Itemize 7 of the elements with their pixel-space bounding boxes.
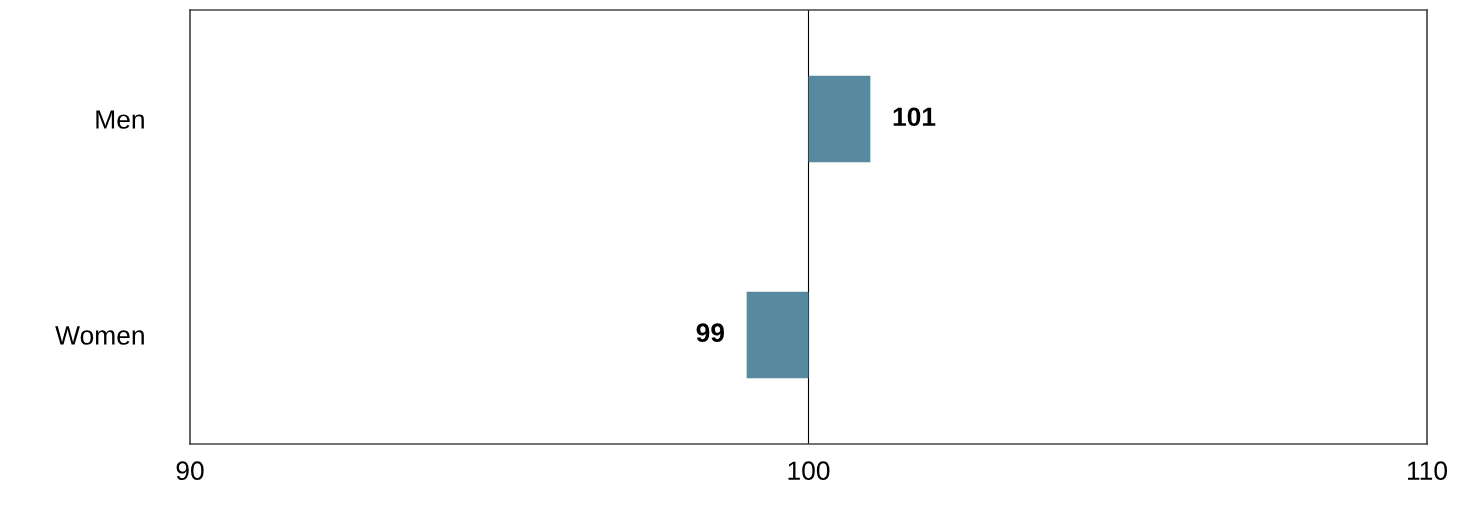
y-tick-label: Women <box>55 326 144 345</box>
x-tick-label: 90 <box>176 461 204 481</box>
x-tick-label: 110 <box>1407 461 1448 481</box>
y-tick-label: Men <box>96 110 144 129</box>
data-label: 101 <box>893 107 936 127</box>
x-tick-label: 100 <box>788 461 830 481</box>
data-label: 99 <box>696 323 725 343</box>
